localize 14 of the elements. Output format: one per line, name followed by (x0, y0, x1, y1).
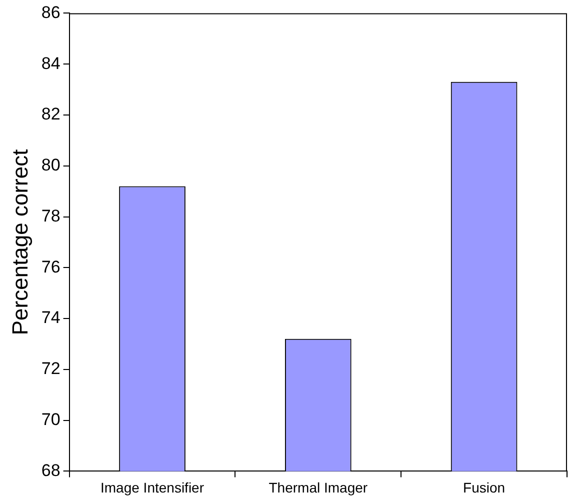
y-tick-label: 86 (41, 2, 60, 22)
y-tick-label: 74 (41, 308, 60, 328)
y-tick-label: 80 (41, 156, 60, 175)
y-tick-label: 76 (41, 257, 60, 276)
y-tick-label: 72 (41, 359, 60, 378)
y-tick-label: 68 (41, 460, 60, 480)
x-tick-label: Image Intensifier (100, 479, 204, 496)
y-tick-label: 78 (41, 206, 60, 226)
y-tick-label: 82 (41, 104, 60, 124)
y-tick-label: 70 (41, 410, 60, 429)
x-tick-label: Thermal Imager (268, 479, 368, 496)
x-tick-label: Fusion (463, 479, 506, 496)
y-tick-label: 84 (41, 54, 60, 73)
y-axis-title: Percentage correct (7, 149, 32, 336)
